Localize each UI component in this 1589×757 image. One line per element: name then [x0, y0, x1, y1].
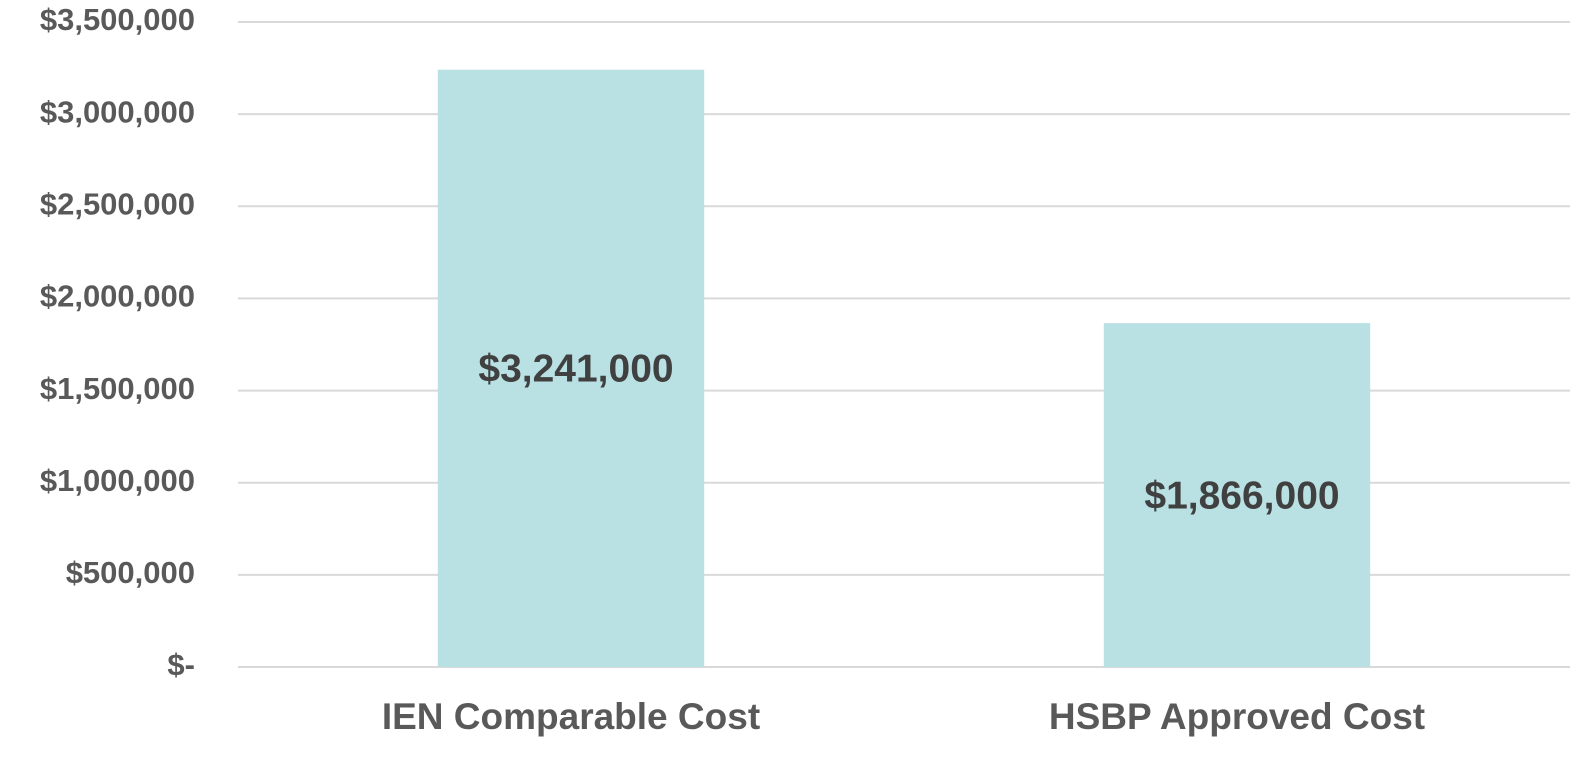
y-tick-label: $-: [167, 647, 195, 682]
x-tick-label: HSBP Approved Cost: [1049, 696, 1425, 737]
y-tick-label: $2,500,000: [40, 186, 195, 221]
y-tick-label: $1,000,000: [40, 463, 195, 498]
bar: [437, 69, 705, 668]
y-tick-label: $500,000: [66, 555, 195, 590]
x-tick-label: IEN Comparable Cost: [382, 696, 760, 737]
y-tick-label: $3,000,000: [40, 94, 195, 129]
bar: [1103, 323, 1371, 667]
y-tick-label: $3,500,000: [40, 2, 195, 37]
data-label: $1,866,000: [1144, 474, 1339, 517]
y-tick-label: $2,000,000: [40, 279, 195, 314]
y-tick-label: $1,500,000: [40, 371, 195, 406]
data-label: $3,241,000: [478, 348, 673, 391]
